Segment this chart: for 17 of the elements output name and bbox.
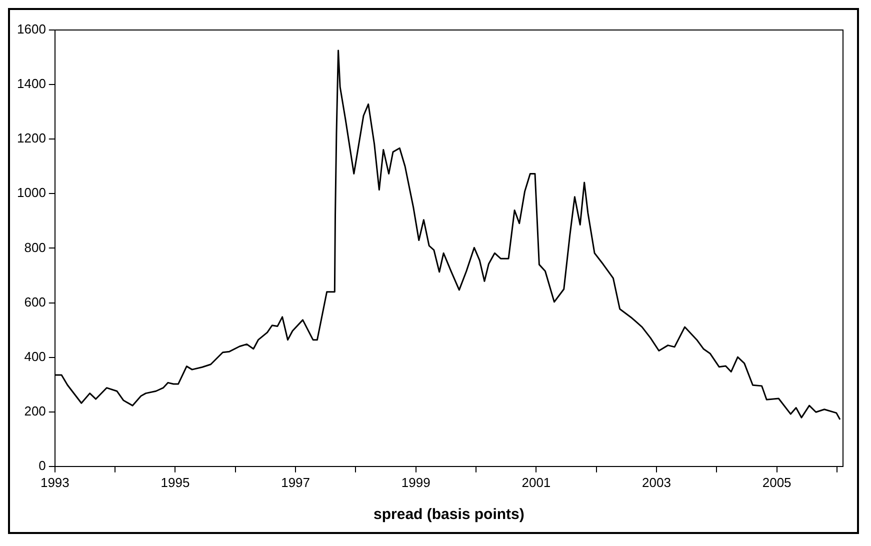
x-tick-label: 1993 <box>40 474 70 490</box>
y-tick-label: 600 <box>24 294 46 310</box>
y-tick-label: 1600 <box>17 22 46 37</box>
x-tick-label: 2003 <box>642 474 671 490</box>
y-tick-label: 1200 <box>17 130 46 146</box>
y-tick-label: 0 <box>38 458 46 473</box>
y-tick-label: 400 <box>24 348 46 364</box>
x-tick-label: 2001 <box>522 474 551 490</box>
x-tick-label: 1999 <box>401 474 430 490</box>
y-tick-label: 1400 <box>17 76 46 92</box>
x-axis-title: spread (basis points) <box>374 506 524 524</box>
y-tick-label: 1000 <box>17 185 46 200</box>
x-tick-label: 2005 <box>762 474 792 490</box>
y-tick-label: 800 <box>24 240 46 255</box>
x-tick-label: 1995 <box>160 474 190 490</box>
y-tick-label: 200 <box>24 403 46 418</box>
x-tick-label: 1997 <box>281 474 310 490</box>
